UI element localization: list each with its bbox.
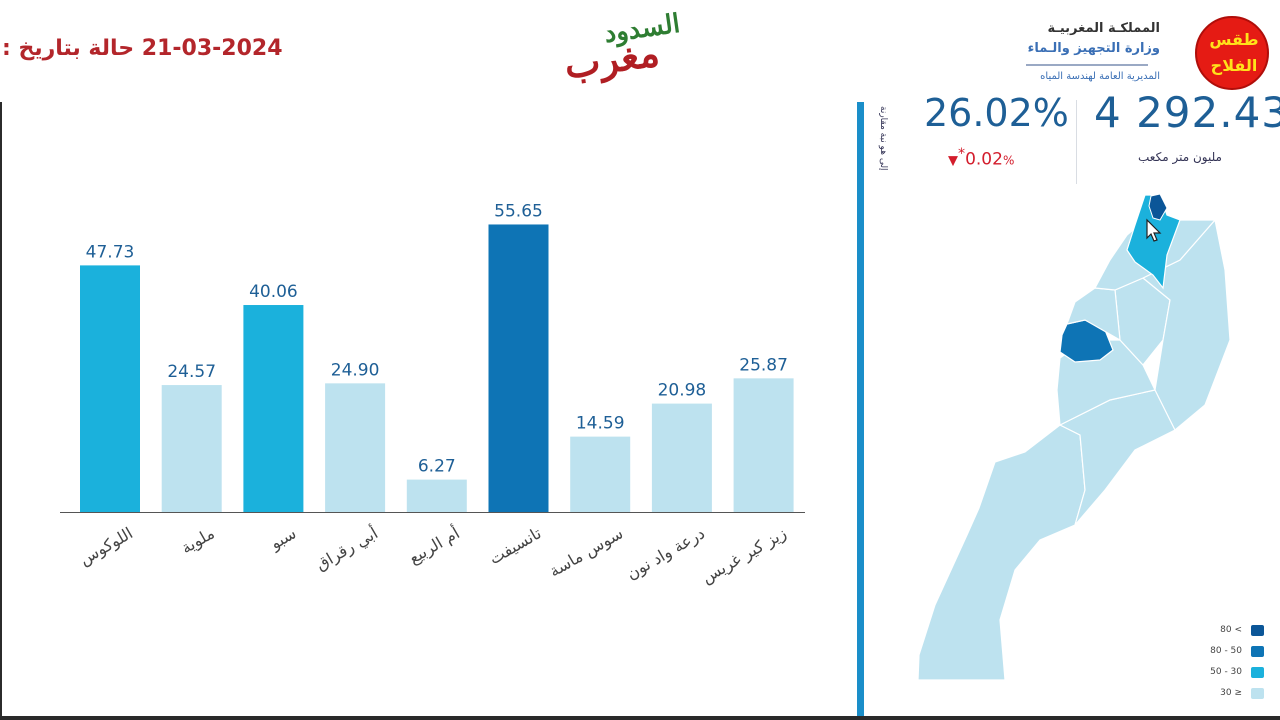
bar[interactable] [733,378,794,512]
bottom-edge [0,716,1280,720]
down-arrow-icon: ▼ [948,153,958,169]
ministry-label: وزارة التجهيز والـماء [1027,41,1160,56]
bar-value-label: 6.27 [418,457,456,477]
map-region-tangier[interactable] [1148,193,1168,221]
legend-swatch [1251,667,1264,678]
bar[interactable] [325,383,386,512]
cursor-icon [1146,218,1162,242]
fill-rate-change: ▼*0.02% [948,146,1014,170]
badge-line1: طقس [1209,30,1259,49]
legend-swatch [1251,688,1264,699]
basin-fill-bar-chart: 47.73 اللوكوس 24.57 ملوية 40.06 سبو 24.90 أبي ر… [60,201,805,588]
total-volume-value: 4 292.43 [1094,88,1280,137]
bar-value-label: 24.90 [331,360,380,380]
stats-divider [1076,100,1077,184]
category-label: درعة واد نون [623,523,708,584]
maghrib-dams-logo: مغرب السدود [560,9,690,94]
change-unit: % [1002,153,1015,168]
legend-swatch [1251,625,1264,636]
bar-value-label: 24.57 [167,362,216,382]
bar[interactable] [651,403,712,512]
legend-label: 30 ≥ [1220,688,1242,698]
chart-panel: 47.73 اللوكوس 24.57 ملوية 40.06 سبو 24.90 أبي ر… [2,102,857,716]
category-label: تانسيفت [486,523,545,568]
status-date-label: حالة بتاريخ : [2,36,135,61]
map-legend: 80 < 80 - 50 50 - 30 30 ≥ [1200,622,1270,706]
badge-line2: الفلاح [1210,56,1258,75]
logo-word-sub: السدود [602,8,682,50]
bar-value-label: 14.59 [576,414,625,434]
panel-divider [857,102,864,716]
bar[interactable] [243,305,304,512]
change-marker: * [958,146,966,162]
status-date: حالة بتاريخ : 21-03-2024 [2,36,283,68]
directorate-label: المديرية العامة لهندسة المياه [1040,71,1160,82]
category-label: سبو [266,523,300,554]
category-label: أبي رقراق [312,523,382,575]
map-region-south[interactable] [917,424,1086,681]
fill-rate-value: 26.02% [924,91,1069,135]
change-value: 0.02 [965,149,1003,170]
bar-value-label: 40.06 [249,282,298,302]
bar-value-label: 25.87 [739,355,788,375]
legend-label: 80 - 50 [1210,646,1242,656]
legend-label: 50 - 30 [1210,667,1242,677]
ministry-divider [1026,64,1148,66]
category-label: ملوية [178,523,218,558]
category-label: اللوكوس [76,523,136,569]
comparison-note: إلى هو نبة مقارنة [878,106,888,171]
legend-item: 80 < [1200,622,1270,643]
legend-label: 80 < [1220,625,1242,635]
morocco-basin-map [917,193,1231,681]
bar[interactable] [161,385,222,512]
status-date-value: 21-03-2024 [141,36,283,61]
channel-badge: طقس الفلاح [1195,16,1269,90]
bar-value-label: 55.65 [494,201,543,221]
kingdom-label: المملكـة المغربيـة [1047,21,1160,36]
legend-item: 30 ≥ [1200,685,1270,706]
bar-value-label: 47.73 [86,242,135,262]
bar[interactable] [406,479,467,512]
category-label: زيز كير غريس [698,523,790,588]
legend-swatch [1251,646,1264,657]
category-label: سوس ماسة [546,523,627,581]
bar[interactable] [488,224,549,512]
category-label: أم الربيع [405,523,463,569]
legend-item: 50 - 30 [1200,664,1270,685]
ministry-logo: المملكـة المغربيـة وزارة التجهيز والـماء… [1010,20,1160,84]
bar[interactable] [80,265,140,512]
total-volume-unit: مليون متر مكعب [1138,150,1222,164]
bar[interactable] [570,436,631,512]
legend-item: 80 - 50 [1200,643,1270,664]
left-edge-divider [0,102,2,716]
bar-value-label: 20.98 [658,381,707,401]
